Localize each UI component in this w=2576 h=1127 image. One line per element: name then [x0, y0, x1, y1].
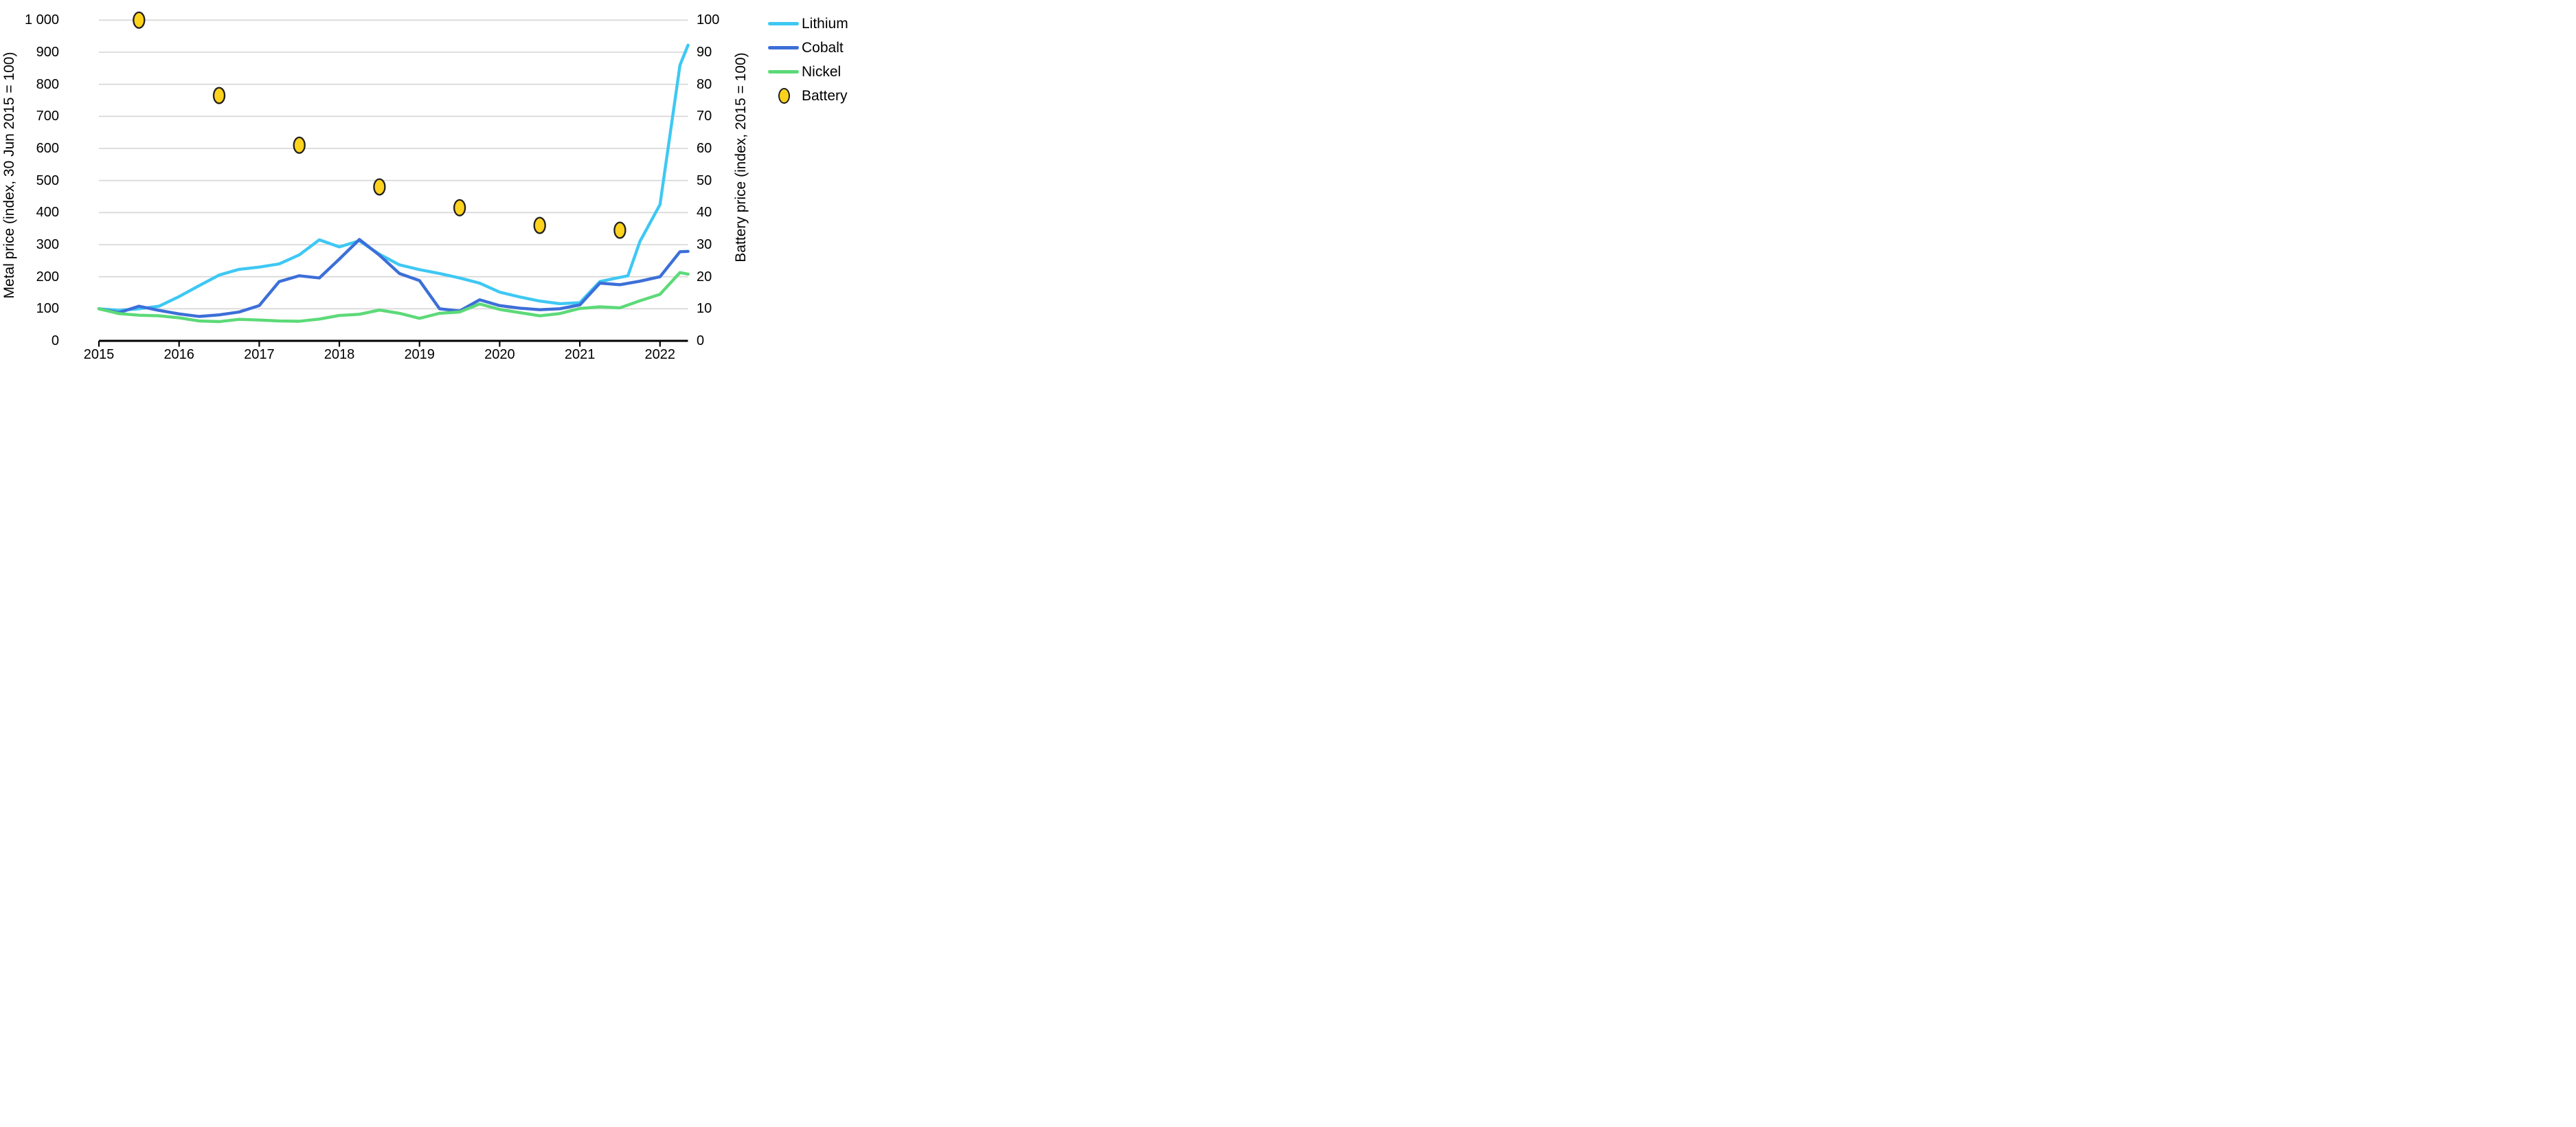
battery-dot: [212, 87, 226, 104]
left-axis-tick-label: 800: [36, 76, 59, 92]
right-axis-tick-label: 70: [697, 109, 712, 124]
x-axis-year-label: 2018: [324, 347, 355, 362]
x-axis-year-label: 2015: [83, 347, 115, 362]
legend-label-nickel: Nickel: [802, 63, 841, 80]
battery-dot: [533, 216, 546, 234]
left-axis-tick-label: 400: [36, 205, 59, 221]
left-axis-tick-label: 700: [36, 109, 59, 124]
x-axis-year-label: 2022: [644, 347, 676, 362]
right-axis-tick-label: 80: [697, 76, 712, 92]
x-axis-year-label: 2020: [484, 347, 515, 362]
x-axis-year-label: 2016: [163, 347, 194, 362]
nickel-line-swatch-icon: [768, 70, 799, 74]
legend-item-cobalt: Cobalt: [768, 36, 859, 60]
left-axis-tick-label: 0: [51, 333, 59, 348]
left-axis-tick-label: 200: [36, 269, 59, 284]
right-axis-tick-label: 90: [697, 45, 712, 60]
right-axis-tick-label: 30: [697, 237, 712, 252]
lithium-line-swatch-icon: [768, 22, 799, 25]
left-axis-tick-label: 1 000: [24, 12, 59, 28]
cobalt-line-swatch-icon: [768, 46, 799, 49]
x-axis-year-label: 2021: [564, 347, 596, 362]
right-axis-tick-label: 0: [697, 333, 705, 348]
series-line-cobalt: [97, 238, 690, 318]
x-axis-year-label: 2019: [404, 347, 435, 362]
battery-dot: [613, 221, 626, 239]
left-axis-tick-label: 100: [36, 301, 59, 317]
legend-label-battery: Battery: [802, 87, 848, 104]
left-axis-tick-label: 500: [36, 172, 59, 188]
left-axis-tick-label: 900: [36, 45, 59, 60]
battery-dot: [293, 136, 306, 154]
battery-dot: [453, 199, 466, 216]
metal-battery-price-chart: Metal price (index, 30 Jun 2015 = 100) B…: [0, 0, 859, 376]
legend-item-nickel: Nickel: [768, 60, 859, 84]
right-axis-tick-label: 50: [697, 172, 712, 188]
battery-dot: [373, 178, 386, 196]
right-axis-tick-label: 20: [697, 269, 712, 284]
legend-item-battery: Battery: [768, 84, 859, 108]
legend-item-lithium: Lithium: [768, 12, 859, 36]
x-axis-year-label: 2017: [244, 347, 275, 362]
left-axis-tick-label: 600: [36, 141, 59, 156]
plot-area: [97, 11, 690, 347]
left-axis-tick-label: 300: [36, 237, 59, 252]
battery-dot: [133, 11, 146, 29]
battery-dot-swatch-icon: [778, 88, 790, 104]
right-axis-tick-label: 10: [697, 301, 712, 317]
legend-label-cobalt: Cobalt: [802, 39, 844, 56]
series-line-lithium: [97, 43, 690, 312]
legend: Lithium Cobalt Nickel Battery: [768, 12, 859, 108]
series-line-nickel: [97, 271, 690, 324]
legend-label-lithium: Lithium: [802, 15, 848, 32]
right-axis-tick-label: 40: [697, 205, 712, 221]
right-axis-tick-label: 60: [697, 141, 712, 156]
right-axis-tick-label: 100: [697, 12, 720, 28]
